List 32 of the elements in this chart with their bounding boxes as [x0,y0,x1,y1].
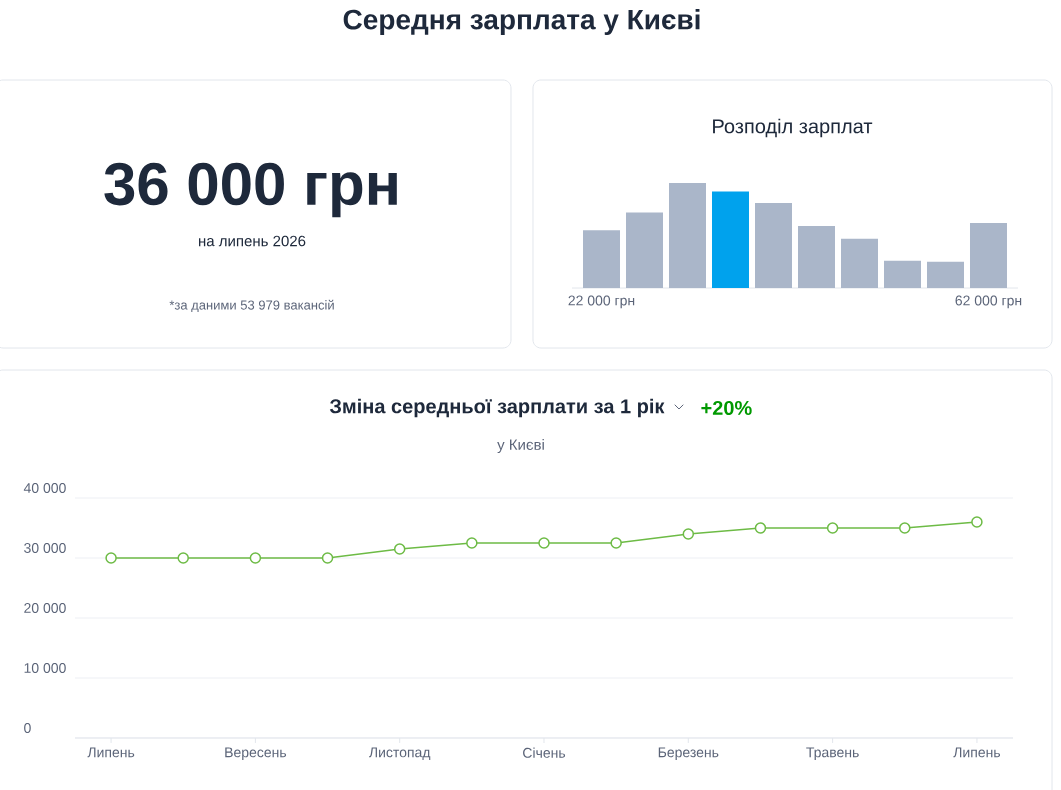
x-tick-label: Січень [523,747,566,758]
x-tick-label: Липень [953,747,1001,758]
bar [970,222,1007,288]
bar [712,191,749,288]
bar [755,202,792,288]
chart-title: Розподіл зарплат [713,118,873,138]
bar [927,261,964,288]
x-tick-label: Листопад [369,747,431,760]
text: *за даними 53 979 вакансій [169,299,334,313]
bar [841,238,878,288]
y-tick-label: 20 000 [24,603,66,613]
x-tick-label: 22 000 грн [568,295,635,309]
bar [884,260,921,288]
x-tick-label: Вересень [225,747,287,761]
x-tick-label: Липень [87,747,135,758]
chart-subtitle: у Києві [497,439,544,453]
text: Середня зарплата у Києві [343,8,700,36]
text: 36 000 грн [104,162,397,218]
x-tick-label: 62 000 грн [955,295,1022,309]
y-tick-label: 40 000 [23,483,66,493]
bar [626,212,663,288]
chart-title: Зміна середньої зарплати за 1 рік [329,398,665,418]
y-tick-label: 0 [24,723,31,733]
text: +20% [701,400,752,416]
x-tick-label: Травень [806,747,859,761]
x-tick-label: Березень [658,747,719,761]
bar [798,226,835,288]
bar [669,182,706,288]
bar [583,230,620,288]
y-tick-label: 30 000 [24,543,66,553]
text: на липень 2026 [199,235,306,247]
y-tick-label: 10 000 [24,663,66,673]
